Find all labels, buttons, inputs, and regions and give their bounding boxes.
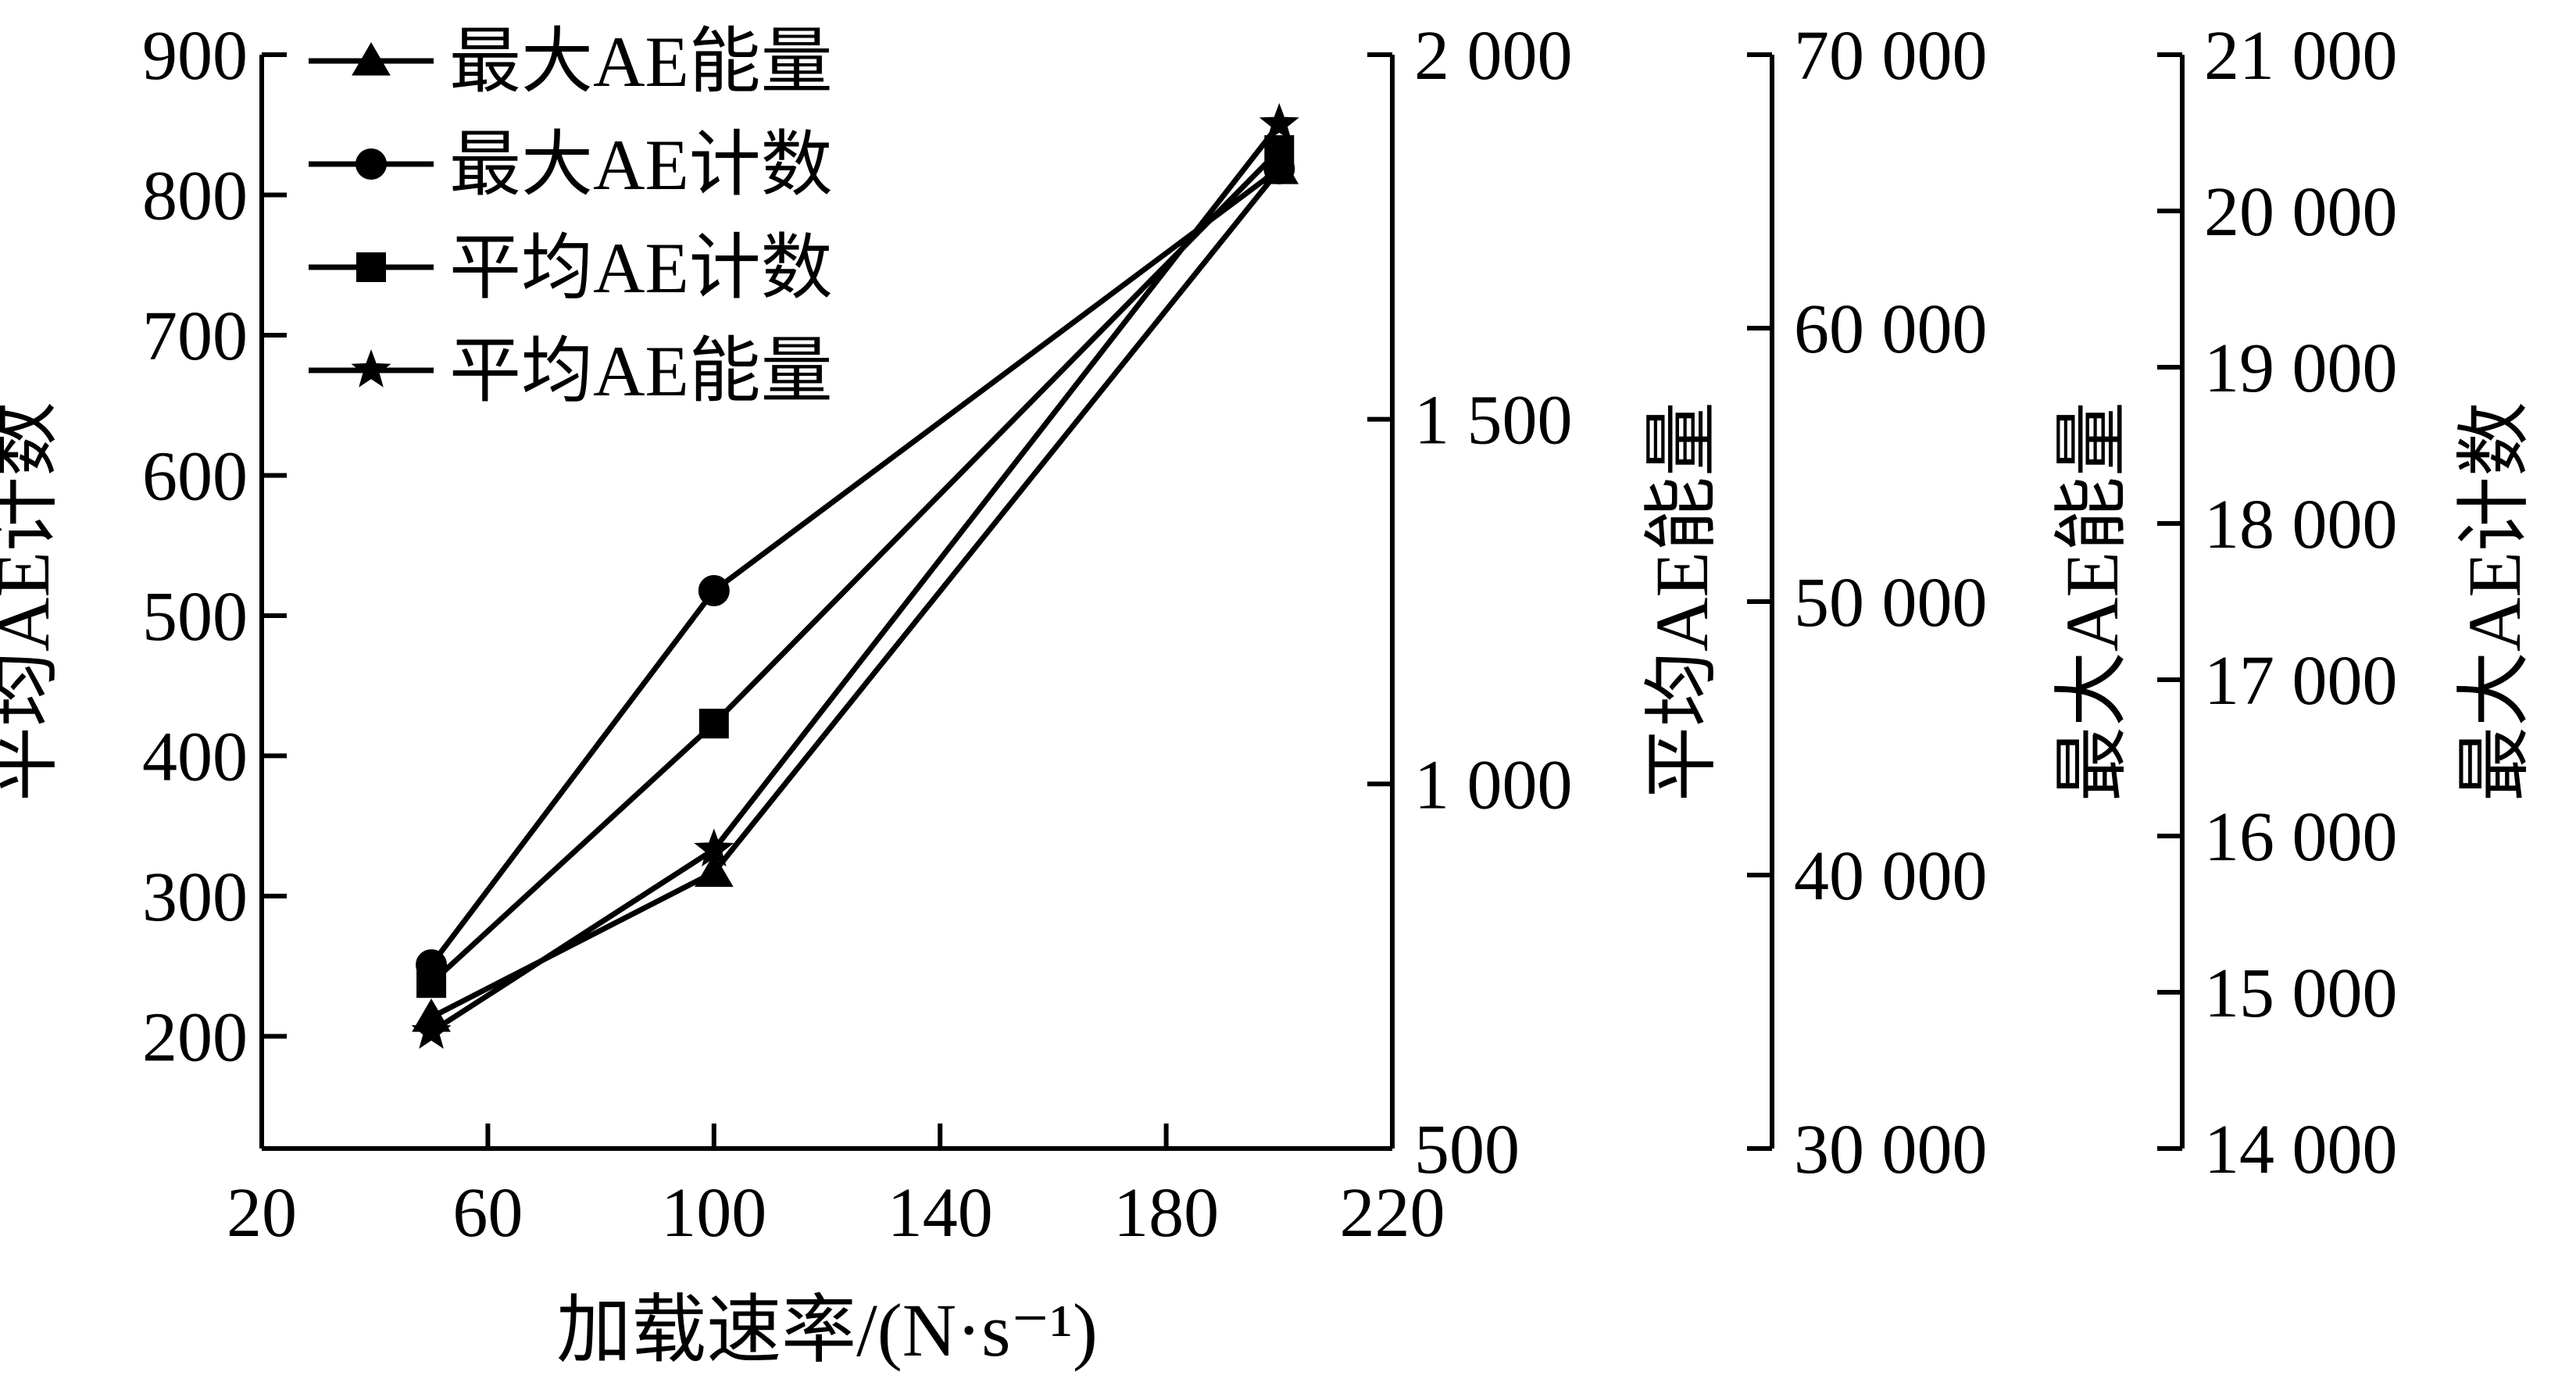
series-avg_energy — [411, 102, 1299, 1049]
y-tick-label: 30 000 — [1794, 1111, 1988, 1188]
y-tick-label: 17 000 — [2204, 642, 2398, 720]
star-marker — [694, 828, 734, 867]
y-tick-label: 800 — [142, 157, 248, 234]
x-tick-label: 140 — [888, 1174, 993, 1252]
series-avg_count — [416, 135, 1295, 999]
y-tick-label: 40 000 — [1794, 838, 1988, 915]
y-tick-label: 900 — [142, 17, 248, 95]
triangle-marker — [694, 853, 734, 888]
x-tick-label: 20 — [227, 1174, 297, 1252]
y-tick-label: 15 000 — [2204, 955, 2398, 1032]
x-tick-label: 180 — [1113, 1174, 1219, 1252]
x-axis-label: 加载速率/(N·s⁻¹) — [556, 1288, 1098, 1372]
square-marker — [698, 709, 729, 739]
square-marker — [416, 968, 447, 999]
legend-label: 平均AE计数 — [449, 228, 833, 308]
y-tick-label: 19 000 — [2204, 330, 2398, 407]
y-tick-label: 500 — [142, 578, 248, 656]
x-tick-label: 60 — [452, 1174, 523, 1252]
y-tick-label: 1 000 — [1414, 746, 1573, 823]
star-marker — [411, 1010, 452, 1049]
y-tick-label: 18 000 — [2204, 486, 2398, 563]
square-marker — [1264, 135, 1295, 166]
square-marker — [356, 252, 386, 282]
y-axis-label-avg_energy: 平均AE能量 — [1640, 402, 1724, 802]
y-tick-label: 50 000 — [1794, 564, 1988, 641]
circle-marker — [355, 148, 387, 180]
x-tick-label: 220 — [1340, 1174, 1445, 1252]
star-marker — [351, 349, 391, 388]
y-tick-label: 16 000 — [2204, 798, 2398, 876]
circle-marker — [698, 575, 730, 606]
y-tick-label: 400 — [142, 718, 248, 795]
y-tick-label: 1 500 — [1414, 382, 1573, 459]
legend-item: 最大AE能量 — [309, 22, 833, 102]
legend-item: 最大AE计数 — [309, 125, 833, 205]
y-tick-label: 700 — [142, 298, 248, 375]
legend-label: 最大AE能量 — [449, 22, 833, 102]
y-tick-label: 300 — [142, 859, 248, 936]
y-tick-label: 200 — [142, 999, 248, 1076]
series-layer — [411, 102, 1299, 1049]
y-tick-label: 2 000 — [1414, 17, 1573, 95]
y-tick-label: 60 000 — [1794, 291, 1988, 368]
legend-item: 平均AE计数 — [309, 228, 833, 308]
legend-label: 最大AE计数 — [449, 125, 833, 205]
x-tick-label: 100 — [661, 1174, 766, 1252]
y-tick-label: 20 000 — [2204, 173, 2398, 251]
legend-item: 平均AE能量 — [309, 331, 833, 411]
y-axis-label-max_energy: 最大AE能量 — [2050, 402, 2134, 802]
y-tick-label: 14 000 — [2204, 1111, 2398, 1188]
y-tick-label: 600 — [142, 438, 248, 515]
legend-label: 平均AE能量 — [449, 331, 833, 411]
y-tick-label: 70 000 — [1794, 17, 1988, 95]
axes-layer: 20 60 100 140 180 220 加载速率/(N·s⁻¹) 200 300 400 500… — [0, 17, 2536, 1372]
triangle-marker — [352, 42, 391, 76]
star-marker — [1259, 102, 1299, 141]
y-tick-label: 21 000 — [2204, 17, 2398, 95]
y-tick-label: 500 — [1414, 1111, 1520, 1188]
y-axis-label-avg_count: 平均AE计数 — [0, 402, 65, 802]
y-axis-label-max_count: 最大AE计数 — [2453, 402, 2536, 802]
